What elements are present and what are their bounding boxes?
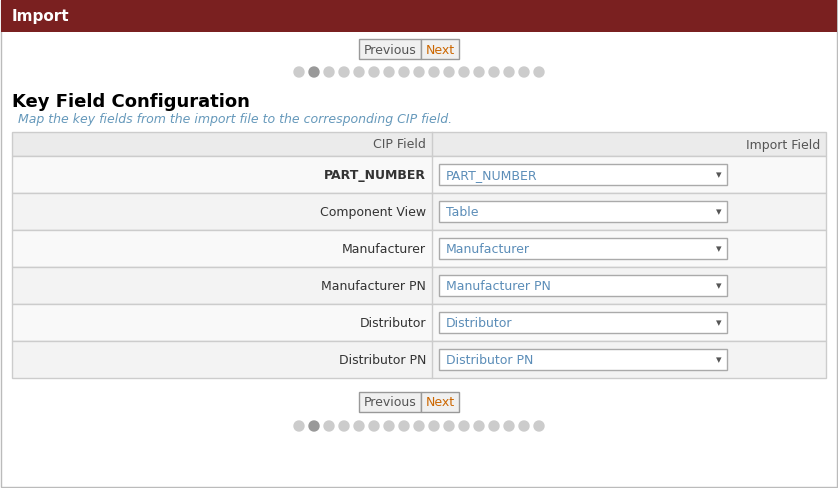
Text: Manufacturer PN: Manufacturer PN [321, 280, 426, 292]
Text: CIP Field: CIP Field [373, 138, 426, 151]
Text: Map the key fields from the import file to the corresponding CIP field.: Map the key fields from the import file … [18, 113, 453, 126]
Text: ▾: ▾ [716, 170, 722, 180]
Text: Distributor: Distributor [360, 316, 426, 329]
Text: Import: Import [12, 9, 70, 24]
Circle shape [294, 68, 304, 78]
Circle shape [504, 68, 514, 78]
Circle shape [369, 421, 379, 431]
Circle shape [444, 421, 454, 431]
Circle shape [489, 68, 499, 78]
Text: Distributor PN: Distributor PN [446, 353, 533, 366]
Circle shape [459, 68, 469, 78]
Circle shape [354, 421, 364, 431]
Circle shape [384, 68, 394, 78]
FancyBboxPatch shape [359, 40, 421, 60]
Circle shape [324, 68, 334, 78]
Text: Table: Table [446, 205, 478, 219]
Circle shape [399, 68, 409, 78]
Circle shape [414, 421, 424, 431]
Circle shape [519, 68, 529, 78]
Text: Next: Next [426, 396, 454, 408]
FancyBboxPatch shape [439, 239, 727, 260]
Text: PART_NUMBER: PART_NUMBER [324, 169, 426, 182]
Circle shape [339, 68, 349, 78]
Circle shape [534, 68, 544, 78]
FancyBboxPatch shape [359, 392, 421, 412]
FancyBboxPatch shape [421, 40, 459, 60]
Text: ▾: ▾ [716, 244, 722, 254]
Text: Next: Next [426, 43, 454, 57]
FancyBboxPatch shape [12, 133, 826, 157]
Text: Manufacturer: Manufacturer [342, 243, 426, 256]
Text: ▾: ▾ [716, 281, 722, 291]
FancyBboxPatch shape [439, 275, 727, 296]
Circle shape [324, 421, 334, 431]
Text: Previous: Previous [364, 396, 416, 408]
Circle shape [429, 68, 439, 78]
Circle shape [474, 68, 484, 78]
FancyBboxPatch shape [439, 312, 727, 333]
Circle shape [474, 421, 484, 431]
Text: ▾: ▾ [716, 207, 722, 217]
FancyBboxPatch shape [12, 267, 826, 305]
Circle shape [294, 421, 304, 431]
FancyBboxPatch shape [439, 202, 727, 223]
Text: Manufacturer PN: Manufacturer PN [446, 280, 551, 292]
FancyBboxPatch shape [12, 341, 826, 378]
FancyBboxPatch shape [439, 349, 727, 370]
FancyBboxPatch shape [12, 194, 826, 230]
FancyBboxPatch shape [12, 305, 826, 341]
Circle shape [444, 68, 454, 78]
FancyBboxPatch shape [439, 164, 727, 185]
FancyBboxPatch shape [421, 392, 459, 412]
Text: ▾: ▾ [716, 355, 722, 365]
Circle shape [354, 68, 364, 78]
Circle shape [459, 421, 469, 431]
Circle shape [429, 421, 439, 431]
Circle shape [534, 421, 544, 431]
Circle shape [384, 421, 394, 431]
Circle shape [519, 421, 529, 431]
Text: Distributor: Distributor [446, 316, 513, 329]
FancyBboxPatch shape [12, 157, 826, 194]
Text: Key Field Configuration: Key Field Configuration [12, 93, 250, 111]
Text: Import Field: Import Field [746, 138, 820, 151]
Text: Component View: Component View [320, 205, 426, 219]
FancyBboxPatch shape [1, 1, 837, 33]
Text: PART_NUMBER: PART_NUMBER [446, 169, 538, 182]
Text: Previous: Previous [364, 43, 416, 57]
Circle shape [369, 68, 379, 78]
Circle shape [489, 421, 499, 431]
Text: ▾: ▾ [716, 318, 722, 328]
Text: Distributor PN: Distributor PN [339, 353, 426, 366]
Circle shape [339, 421, 349, 431]
Circle shape [309, 68, 319, 78]
Text: Manufacturer: Manufacturer [446, 243, 530, 256]
Circle shape [309, 421, 319, 431]
FancyBboxPatch shape [12, 230, 826, 267]
Circle shape [504, 421, 514, 431]
Circle shape [414, 68, 424, 78]
Circle shape [399, 421, 409, 431]
